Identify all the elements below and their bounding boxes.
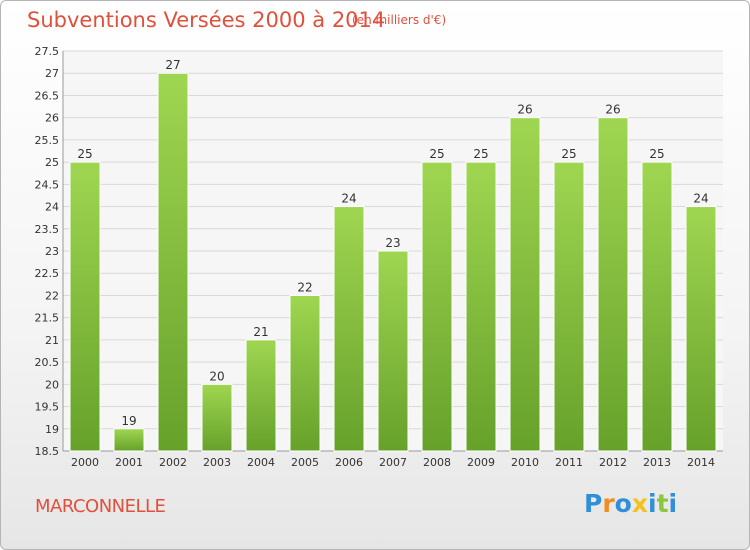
bar: [245, 339, 277, 452]
x-tick-label: 2004: [247, 456, 275, 469]
y-tick-label: 27: [45, 67, 59, 80]
x-tick-label: 2012: [599, 456, 627, 469]
x-tick-label: 2010: [511, 456, 539, 469]
chart-subtitle: (en milliers d'€): [352, 13, 447, 27]
y-tick-label: 25.5: [35, 134, 60, 147]
y-tick-label: 24.5: [35, 178, 60, 191]
y-tick-label: 26.5: [35, 89, 60, 102]
data-label: 27: [165, 58, 180, 72]
logo-letter: t: [656, 489, 669, 518]
y-tick-label: 26: [45, 112, 59, 125]
data-label: 25: [473, 147, 488, 161]
bar: [597, 117, 629, 452]
proxiti-logo: Proxiti: [584, 489, 677, 518]
data-label: 26: [517, 103, 532, 117]
x-tick-label: 2002: [159, 456, 187, 469]
x-tick-label: 2014: [687, 456, 715, 469]
x-tick-label: 2009: [467, 456, 495, 469]
bar: [465, 161, 497, 452]
bar: [553, 161, 585, 452]
data-label: 23: [385, 236, 400, 250]
y-tick-label: 22.5: [35, 267, 60, 280]
bar: [289, 294, 321, 452]
data-label: 25: [561, 147, 576, 161]
data-label: 19: [121, 414, 136, 428]
data-label: 20: [209, 369, 224, 383]
logo-letter: i: [668, 489, 678, 518]
x-tick-label: 2011: [555, 456, 583, 469]
y-tick-label: 25: [45, 156, 59, 169]
bar: [201, 383, 233, 452]
bar: [421, 161, 453, 452]
x-tick-label: 2000: [71, 456, 99, 469]
y-tick-label: 20: [45, 378, 59, 391]
logo-letter: i: [648, 489, 657, 518]
bar: [69, 161, 101, 452]
bar: [685, 206, 717, 452]
x-tick-label: 2006: [335, 456, 363, 469]
bar: [641, 161, 673, 452]
logo-letter: o: [614, 489, 632, 518]
y-tick-label: 21.5: [35, 312, 60, 325]
bar: [509, 117, 541, 452]
logo-letter: r: [602, 489, 615, 518]
data-label: 24: [341, 192, 356, 206]
y-tick-label: 23.5: [35, 223, 60, 236]
y-tick-label: 22: [45, 289, 59, 302]
data-label: 24: [693, 192, 708, 206]
data-label: 21: [253, 325, 268, 339]
logo-letter: x: [631, 489, 648, 518]
logo-letter: P: [584, 489, 603, 518]
data-label: 25: [649, 147, 664, 161]
x-tick-label: 2008: [423, 456, 451, 469]
chart-title: Subventions Versées 2000 à 2014: [27, 8, 386, 32]
commune-name: MARCONNELLE: [35, 496, 166, 517]
bar: [333, 206, 365, 452]
x-tick-label: 2003: [203, 456, 231, 469]
y-tick-label: 21: [45, 334, 59, 347]
y-tick-label: 23: [45, 245, 59, 258]
data-label: 26: [605, 103, 620, 117]
data-label: 22: [297, 280, 312, 294]
x-tick-label: 2007: [379, 456, 407, 469]
bar: [377, 250, 409, 452]
data-label: 25: [77, 147, 92, 161]
y-tick-label: 18.5: [35, 445, 60, 458]
bar: [113, 428, 145, 452]
y-tick-label: 27.5: [35, 45, 60, 58]
y-tick-label: 19.5: [35, 401, 60, 414]
x-tick-label: 2013: [643, 456, 671, 469]
bar: [157, 72, 189, 452]
data-label: 25: [429, 147, 444, 161]
y-tick-label: 20.5: [35, 356, 60, 369]
y-tick-label: 24: [45, 201, 59, 214]
x-tick-label: 2005: [291, 456, 319, 469]
y-tick-label: 19: [45, 423, 59, 436]
x-tick-label: 2001: [115, 456, 143, 469]
